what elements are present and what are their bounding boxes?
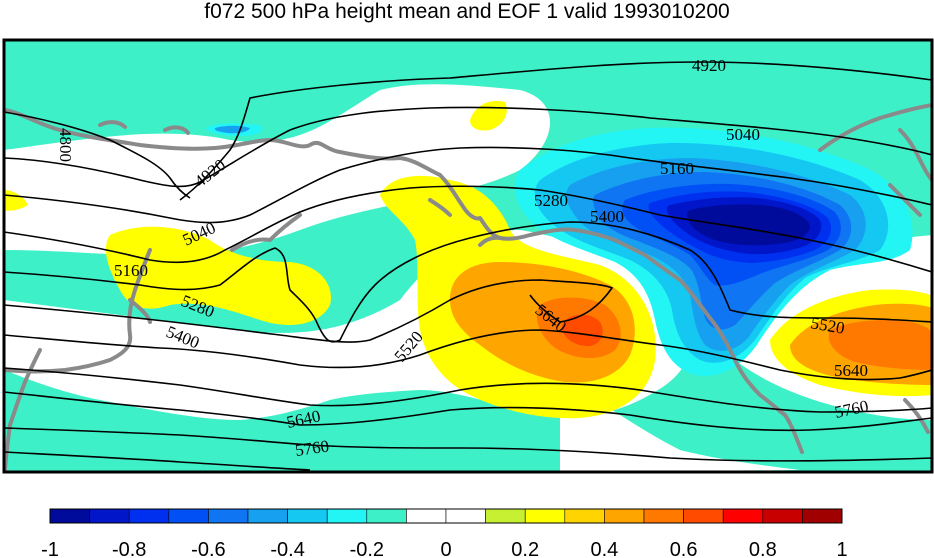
coastline: [4, 108, 442, 177]
colorbar-swatch: [287, 508, 328, 524]
contour-label: 5160: [114, 261, 148, 280]
coastline: [898, 128, 932, 182]
contour-line: [4, 367, 932, 413]
coastline: [818, 103, 932, 152]
colorbar-swatch: [643, 508, 684, 524]
eof-shading: [4, 40, 932, 472]
colorbar-swatch: [247, 508, 288, 524]
map-frame: [2, 38, 934, 474]
colorbar-tick-label: 0.8: [749, 539, 777, 558]
colorbar-tick-label: 0.2: [511, 539, 539, 558]
contour-label: 5640: [834, 361, 868, 380]
colorbar-swatch: [89, 508, 130, 524]
contour-label: 4800: [56, 128, 75, 162]
coastline: [888, 183, 922, 217]
coastlines: [4, 103, 932, 472]
colorbar-swatch: [683, 508, 724, 524]
coastline: [903, 398, 930, 434]
colorbar-swatch: [564, 508, 605, 524]
colorbar-frame: [49, 508, 843, 524]
colorbar-tick-label: -0.2: [350, 539, 384, 558]
coastline: [4, 248, 152, 374]
colorbar-tick-label: 0: [440, 539, 451, 558]
colorbar-swatch: [326, 508, 368, 524]
contour-line: [4, 221, 932, 343]
colorbar-swatch: [208, 508, 249, 524]
eof-positive-region: [561, 314, 603, 347]
coastline: [783, 413, 804, 454]
coastline: [438, 173, 787, 417]
contour-line: [4, 106, 932, 188]
contour-line: [4, 146, 932, 224]
coastline: [98, 120, 127, 129]
eof-zero-band: [560, 380, 800, 472]
eof-positive-region: [828, 320, 932, 370]
contour-label: 5280: [534, 191, 568, 210]
coastline: [163, 125, 190, 135]
eof-negative-region: [687, 204, 810, 246]
colorbar-swatch: [49, 508, 90, 524]
colorbar-tick-label: -1: [41, 539, 59, 558]
colorbar-tick-label: -0.8: [112, 539, 146, 558]
colorbar-swatch: [168, 508, 209, 524]
colorbar-swatch: [762, 508, 803, 524]
colorbar-swatches: [49, 508, 843, 524]
colorbar-swatch: [128, 508, 170, 524]
map-title: f072 500 hPa height mean and EOF 1 valid…: [204, 0, 730, 23]
colorbar-tick-label: 0.6: [670, 539, 698, 558]
eof-positive-region: [105, 226, 331, 325]
coastline: [230, 213, 302, 252]
colorbar-tick-label: 1: [836, 539, 847, 558]
colorbar-swatch: [366, 508, 407, 524]
contour-line: [4, 111, 191, 199]
coastline: [128, 298, 152, 324]
contour-line: [4, 329, 932, 381]
contour-label: 5400: [590, 207, 624, 226]
colorbar-ticks: -1 -0.8 -0.6 -0.4 -0.2 0 0.2 0.4 0.6 0.8 1: [41, 539, 847, 558]
contour-label: 4920: [692, 56, 726, 75]
contour-label: 5760: [294, 436, 330, 460]
colorbar-swatch: [406, 508, 447, 524]
contour-line: [4, 427, 932, 462]
contour-line: [179, 61, 932, 201]
contour-label: 5040: [726, 125, 760, 144]
colorbar-tick-label: -0.4: [270, 539, 304, 558]
eof-zero-band: [4, 84, 550, 257]
height-contours: [4, 61, 932, 471]
colorbar-swatch: [524, 508, 566, 524]
contour-line: [4, 185, 932, 273]
colorbar-swatch: [802, 508, 843, 524]
colorbar-swatch: [485, 508, 526, 524]
contour-label: 5160: [660, 159, 694, 178]
coastline: [4, 348, 42, 472]
coastline: [428, 198, 452, 217]
contour-line: [4, 279, 614, 343]
colorbar-tick-label: -0.6: [191, 539, 225, 558]
contour-line: [4, 391, 932, 432]
colorbar-swatch: [722, 508, 764, 524]
contour-line: [4, 451, 311, 471]
colorbar-swatch: [604, 508, 645, 524]
colorbar-tick-label: 0.4: [590, 539, 618, 558]
coastline: [478, 235, 502, 247]
colorbar-swatch: [445, 508, 486, 524]
